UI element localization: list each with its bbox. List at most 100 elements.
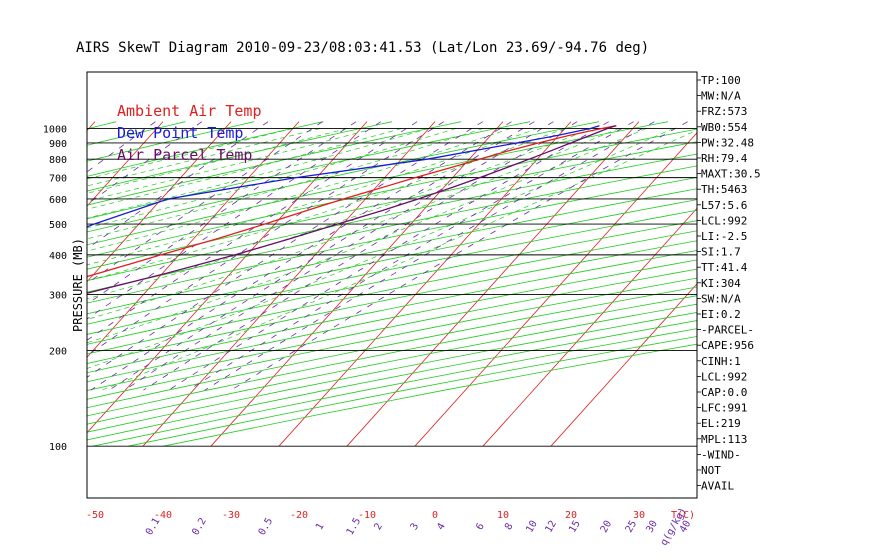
bottom-temperature-label: -30 <box>222 510 240 521</box>
chart-title: AIRS SkewT Diagram 2010-09-23/08:03:41.5… <box>76 40 649 56</box>
series-line-air-parcel-temp <box>87 125 616 294</box>
sounding-index: TT:41.4 <box>701 261 748 274</box>
pressure-tick-label: 800 <box>49 155 67 166</box>
dry-adiabat-line <box>87 188 697 315</box>
sounding-index: -WIND- <box>701 448 741 461</box>
pressure-tick-label: 400 <box>49 251 67 262</box>
pressure-tick-label: 700 <box>49 174 67 185</box>
dry-adiabat-line <box>87 312 697 433</box>
sounding-index: AVAIL <box>701 480 734 493</box>
bottom-temperature-label: 20 <box>565 510 577 521</box>
moist-adiabat-line <box>87 128 430 219</box>
dry-adiabat-line <box>87 121 462 206</box>
dry-adiabat-line <box>87 199 697 325</box>
mixing-ratio-label: 3 <box>409 521 422 532</box>
mixing-ratio-label: 2 <box>372 521 385 532</box>
mixing-ratio-label: 0.2 <box>190 516 209 537</box>
pressure-tick-label: 200 <box>49 347 67 358</box>
bottom-temperature-label: T(C) <box>671 510 695 521</box>
plot-frame <box>86 71 698 499</box>
sounding-index: CAPE:956 <box>701 339 754 352</box>
sounding-index: KI:304 <box>701 277 741 290</box>
pressure-tick-label: 100 <box>49 442 67 453</box>
dry-adiabat-line <box>87 121 324 177</box>
dry-adiabat-line <box>87 230 697 355</box>
dry-adiabat-line <box>87 121 393 192</box>
isotherm-line <box>87 121 164 207</box>
dry-adiabat-line <box>87 259 697 383</box>
mixing-ratio-label: 20 <box>599 519 615 535</box>
mixing-ratio-label: 4 <box>435 521 448 532</box>
dry-adiabat-line <box>87 121 117 130</box>
sounding-index: LCL:992 <box>701 214 747 227</box>
moist-adiabat-line <box>87 128 375 202</box>
legend-item-ambient-air-temp: Ambient Air Temp <box>117 102 262 120</box>
bottom-temperature-label: -10 <box>358 510 376 521</box>
moist-adiabat-line <box>87 128 484 240</box>
dry-adiabat-line <box>87 121 600 233</box>
dry-adiabat-line <box>87 220 697 345</box>
sounding-index: NOT <box>701 464 721 477</box>
bottom-temperature-label: -40 <box>154 510 172 521</box>
series-line-ambient-air-temp <box>87 125 617 278</box>
sounding-index: CINH:1 <box>701 355 741 368</box>
legend-item-dew-point-temp: Dew Point Temp <box>117 124 243 142</box>
dry-adiabat-line <box>87 121 255 162</box>
dry-adiabat-line <box>87 141 697 270</box>
dry-adiabat-line <box>87 165 697 293</box>
bottom-temperature-label: -50 <box>86 510 104 521</box>
sounding-index: FRZ:573 <box>701 105 747 118</box>
moist-adiabat-line <box>101 129 697 391</box>
isotherm-line <box>87 121 232 283</box>
sounding-index: RH:79.4 <box>701 152 748 165</box>
sounding-index: -PARCEL- <box>701 324 754 337</box>
mixing-ratio-label: 15 <box>567 519 583 535</box>
dry-adiabat-line <box>87 128 697 258</box>
bottom-temperature-label: 30 <box>633 510 645 521</box>
bottom-temperature-label: 10 <box>497 510 509 521</box>
series-line-dew-point-temp <box>87 125 600 228</box>
moist-adiabat-line <box>87 128 402 210</box>
sounding-index: LI:-2.5 <box>701 230 747 243</box>
sounding-index: CAP:0.0 <box>701 386 747 399</box>
sounding-index: TP:100 <box>701 74 741 87</box>
pressure-tick-label: 500 <box>49 220 67 231</box>
dry-adiabat-line <box>87 268 697 391</box>
moist-adiabat-line <box>87 128 674 369</box>
isotherm-line <box>210 121 504 447</box>
sounding-index: SI:1.7 <box>701 246 741 259</box>
sounding-index: WB0:554 <box>701 121 748 134</box>
pressure-tick-label: 900 <box>49 139 67 150</box>
dry-adiabat-line <box>87 277 697 400</box>
pressure-tick-label: 300 <box>49 291 67 302</box>
moist-adiabat-line <box>87 128 348 194</box>
moist-adiabat-line <box>87 128 593 300</box>
sounding-index: PW:32.48 <box>701 136 754 149</box>
dry-adiabat-line <box>87 209 697 335</box>
mixing-ratio-label: 10 <box>524 519 540 535</box>
bottom-temperature-label: 0 <box>432 510 438 521</box>
isotherm-line <box>0 122 27 447</box>
dry-adiabat-line <box>87 153 697 282</box>
dry-adiabat-line <box>87 240 697 364</box>
mixing-ratio-label: 0.5 <box>257 516 276 537</box>
isotherm-line <box>482 207 697 447</box>
legend-item-air-parcel-temp: Air Parcel Temp <box>117 146 252 164</box>
sounding-index: MAXT:30.5 <box>701 168 761 181</box>
sounding-index: MW:N/A <box>701 90 741 103</box>
dry-adiabat-line <box>87 295 697 417</box>
pressure-tick-label: 1000 <box>43 124 67 135</box>
dry-adiabat-line <box>87 177 697 304</box>
mixing-ratio-line <box>204 121 655 391</box>
bottom-temperature-label: -20 <box>290 510 308 521</box>
mixing-ratio-label: 40 <box>678 519 694 535</box>
mixing-ratio-label: 1 <box>314 521 327 532</box>
moist-adiabat-line <box>87 128 511 252</box>
sounding-index: MPL:113 <box>701 433 747 446</box>
y-axis-label: PRESSURE (MB) <box>71 238 85 332</box>
sounding-index: SW:N/A <box>701 292 741 305</box>
isotherm-line <box>414 132 697 447</box>
dry-adiabat-line <box>87 121 186 146</box>
sounding-index: EI:0.2 <box>701 308 741 321</box>
